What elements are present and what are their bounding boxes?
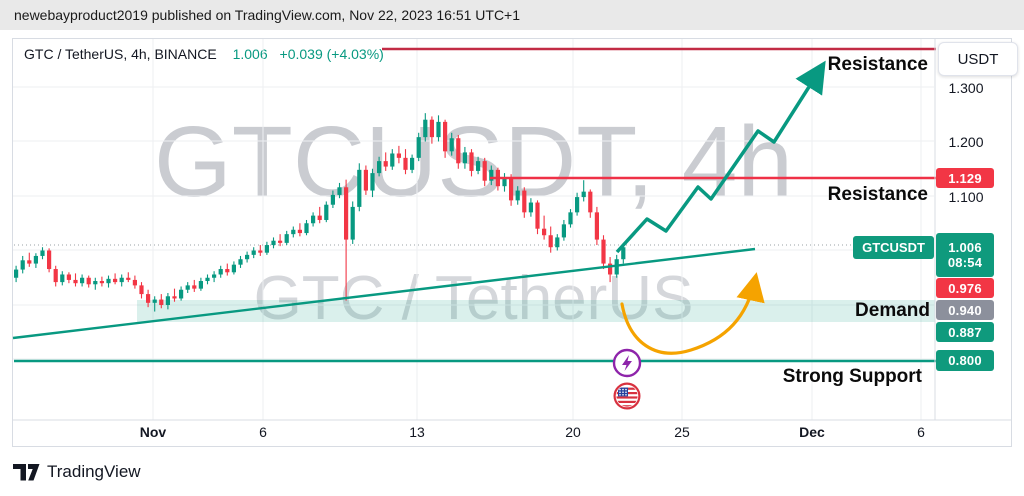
trend-line <box>12 247 756 340</box>
support-price-badge: 0.800 <box>936 350 994 371</box>
symbol-header[interactable]: GTC / TetherUS, 4h, BINANCE 1.006 +0.039… <box>24 46 384 62</box>
time-tick-25[interactable]: 25 <box>674 424 690 440</box>
gridlines <box>13 39 934 420</box>
price-change: +0.039 (+4.03%) <box>279 46 384 62</box>
price-axis-label: 1.200 <box>948 134 984 150</box>
price-badge-0976: 0.976 <box>936 278 994 298</box>
lightning-icon[interactable] <box>612 348 642 378</box>
last-price-value: 1.006 <box>948 240 982 255</box>
price-axis-label: 1.300 <box>948 80 984 96</box>
time-tick-6b[interactable]: 6 <box>917 424 925 440</box>
time-tick-nov[interactable]: Nov <box>139 424 167 440</box>
axis-separators <box>12 38 1012 421</box>
candles <box>14 113 626 312</box>
projection-arrows[interactable] <box>615 60 826 355</box>
symbol-price-label: GTCUSDT <box>853 236 934 259</box>
annotation-strong-support[interactable]: Strong Support <box>782 366 922 387</box>
tradingview-logo-icon <box>13 463 40 480</box>
annotation-resistance-top[interactable]: Resistance <box>827 54 928 75</box>
annotation-demand[interactable]: Demand <box>855 300 930 321</box>
tradingview-logo[interactable]: TradingView <box>13 462 141 482</box>
price-axis-label: 1.100 <box>948 189 984 205</box>
time-tick-20[interactable]: 20 <box>565 424 581 440</box>
drawing-lines[interactable] <box>12 47 936 363</box>
time-tick-dec[interactable]: Dec <box>799 424 825 440</box>
price-badge-0887: 0.887 <box>936 322 994 342</box>
watermark-name: GTC / TetherUS <box>253 264 694 333</box>
bullish-projection-arrow <box>615 60 826 254</box>
tradingview-logo-text: TradingView <box>47 462 141 481</box>
bar-countdown: 08:54 <box>947 255 983 270</box>
demand-zone[interactable] <box>137 300 935 322</box>
us-flag-icon[interactable] <box>613 382 641 410</box>
last-price-badge: 1.006 08:54 <box>936 233 994 277</box>
attribution-bar: newebayproduct2019 published on TradingV… <box>0 0 1024 30</box>
attribution-text: newebayproduct2019 published on TradingV… <box>14 7 521 23</box>
bounce-curve-arrow <box>620 272 765 355</box>
time-tick-6[interactable]: 6 <box>259 424 267 440</box>
chart-panel <box>12 38 1012 447</box>
annotation-resistance-mid[interactable]: Resistance <box>827 184 928 205</box>
price-badge-0940: 0.940 <box>936 300 994 320</box>
last-price: 1.006 <box>232 46 268 62</box>
time-tick-13[interactable]: 13 <box>409 424 425 440</box>
currency-toggle-button[interactable]: USDT <box>938 42 1018 76</box>
resistance-price-badge: 1.129 <box>936 168 994 188</box>
symbol-title[interactable]: GTC / TetherUS, 4h, BINANCE <box>24 46 217 62</box>
